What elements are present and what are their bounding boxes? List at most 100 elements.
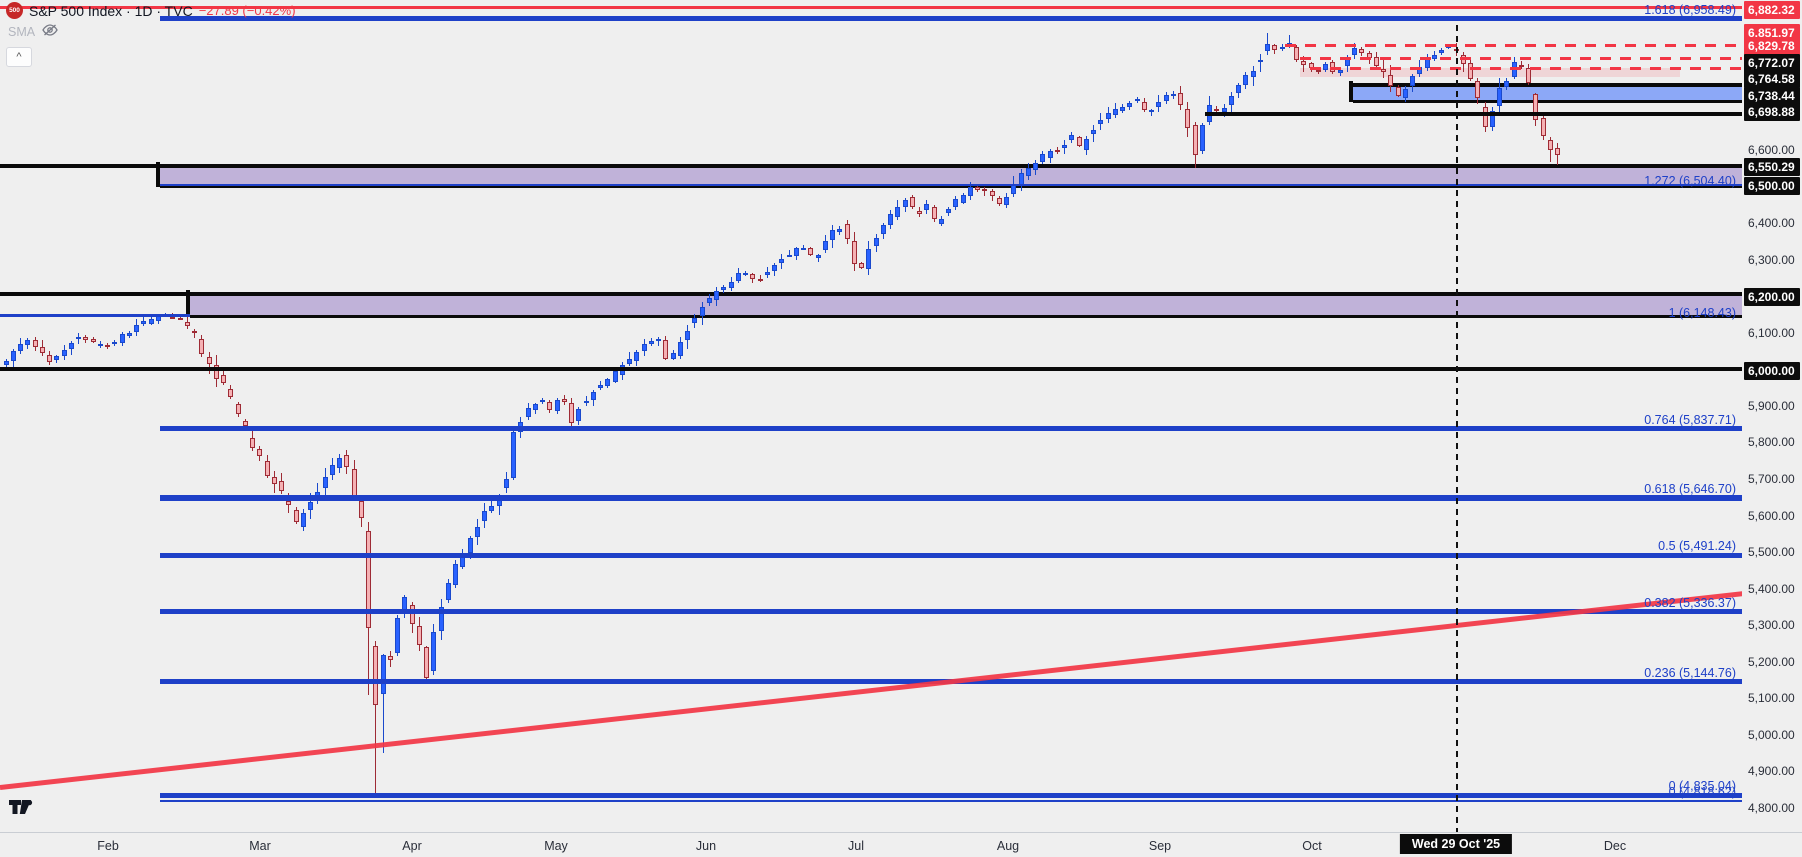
candle bbox=[1112, 103, 1118, 118]
candle bbox=[1047, 148, 1053, 164]
candle-body bbox=[1439, 50, 1444, 54]
candle-body bbox=[728, 282, 734, 288]
price-tick: 5,300.00 bbox=[1748, 618, 1795, 633]
candle bbox=[1149, 108, 1154, 116]
candle-body bbox=[199, 339, 205, 355]
candle-body bbox=[344, 454, 350, 468]
fib-label: 1.272 (6,504.40) bbox=[1644, 173, 1736, 188]
candle-body bbox=[1011, 184, 1017, 195]
candle bbox=[409, 601, 415, 634]
fib-line-0.764[interactable] bbox=[160, 426, 1742, 432]
candle-body bbox=[1062, 144, 1067, 148]
trendline-red[interactable] bbox=[0, 591, 1742, 791]
candle bbox=[474, 519, 480, 545]
candle bbox=[300, 508, 306, 532]
horizontal-line[interactable] bbox=[1205, 111, 1742, 116]
zone-left-tick bbox=[186, 290, 190, 318]
candle-wick bbox=[803, 244, 804, 250]
chart-plot-area[interactable]: 1.618 (6,958.49) 1.272 (6,504.40) 1 (6,148… bbox=[0, 0, 1742, 832]
symbol-title[interactable]: S&P 500 Index · 1D · TVC bbox=[29, 2, 193, 19]
candle-body bbox=[300, 513, 306, 527]
candle-body bbox=[830, 230, 835, 241]
fib-line-0.5[interactable] bbox=[160, 552, 1742, 558]
candle-body bbox=[931, 206, 937, 220]
candle bbox=[90, 337, 96, 344]
candle-body bbox=[569, 402, 574, 423]
candle bbox=[221, 369, 226, 385]
candle bbox=[1062, 139, 1067, 154]
candle-body bbox=[895, 207, 901, 218]
candle bbox=[721, 285, 727, 294]
horizontal-line[interactable] bbox=[0, 367, 1742, 372]
candle-body bbox=[511, 432, 516, 479]
fib-line-1.272[interactable] bbox=[160, 183, 1742, 186]
fib-line-0[interactable] bbox=[160, 800, 1742, 803]
candle-body bbox=[648, 341, 654, 344]
candle bbox=[706, 293, 712, 306]
candle bbox=[54, 354, 60, 363]
candle-body bbox=[982, 188, 988, 192]
candle-wick bbox=[1288, 34, 1290, 49]
price-axis[interactable]: 6,600.00 6,400.00 6,300.00 6,100.00 5,900.00… bbox=[1742, 0, 1802, 832]
candle-wick bbox=[382, 653, 384, 754]
tradingview-logo-icon[interactable] bbox=[9, 800, 37, 825]
candle bbox=[569, 397, 574, 428]
candle bbox=[32, 336, 38, 352]
candle bbox=[126, 330, 132, 338]
candle bbox=[387, 650, 393, 668]
candle bbox=[1257, 54, 1263, 72]
candle-body bbox=[1047, 151, 1053, 158]
horizontal-line[interactable] bbox=[0, 5, 1742, 9]
sma-indicator-label[interactable]: SMA bbox=[8, 25, 36, 39]
sp500-logo-icon: 500 bbox=[6, 2, 23, 19]
candle-body bbox=[583, 401, 589, 404]
candle bbox=[1076, 135, 1082, 148]
candle-wick bbox=[984, 187, 986, 197]
candle-wick bbox=[143, 316, 145, 326]
time-axis[interactable]: Feb Mar Apr May Jun Jul Aug Sep Oct Dec Wed 29 Oct… bbox=[0, 832, 1802, 857]
candle bbox=[895, 200, 901, 221]
fib-line-1[interactable] bbox=[0, 313, 190, 317]
red-dashed-line[interactable] bbox=[1285, 43, 1742, 47]
candle bbox=[1069, 131, 1075, 143]
candle-body bbox=[764, 271, 770, 275]
red-dashed-line[interactable] bbox=[1310, 66, 1742, 70]
price-tag-black: 6,772.07 bbox=[1744, 54, 1800, 72]
candle bbox=[547, 399, 553, 413]
candle bbox=[47, 350, 52, 366]
eye-hidden-icon[interactable] bbox=[42, 23, 58, 41]
red-dashed-line[interactable] bbox=[1300, 57, 1742, 61]
candle bbox=[757, 275, 763, 283]
collapse-legend-button[interactable]: ^ bbox=[6, 47, 32, 67]
candle-body bbox=[779, 259, 785, 263]
candle-body bbox=[206, 356, 212, 365]
candle-wick bbox=[1259, 54, 1261, 72]
candle bbox=[402, 594, 408, 619]
candle-body bbox=[1040, 154, 1046, 162]
candle-body bbox=[1279, 46, 1285, 50]
candle bbox=[1214, 106, 1220, 113]
candle-wick bbox=[1267, 33, 1268, 55]
candle bbox=[1127, 100, 1133, 111]
zone-supply-6200-6148 bbox=[190, 296, 1742, 316]
candle bbox=[76, 332, 81, 344]
candle bbox=[329, 457, 335, 481]
fib-line-0.382[interactable] bbox=[160, 609, 1742, 615]
fib-line-0.618[interactable] bbox=[160, 495, 1742, 502]
candle-body bbox=[967, 187, 973, 197]
candle bbox=[184, 314, 190, 330]
price-tag-black: 6,698.88 bbox=[1744, 103, 1800, 121]
price-tick: 6,100.00 bbox=[1748, 325, 1795, 340]
candle bbox=[503, 471, 509, 494]
candle bbox=[1315, 67, 1321, 74]
zone-top-border bbox=[0, 292, 1742, 297]
candle-body bbox=[1228, 96, 1234, 106]
fib-line-1.618[interactable] bbox=[160, 16, 1742, 22]
candle-body bbox=[1105, 113, 1111, 120]
candle bbox=[1388, 65, 1394, 93]
candle bbox=[612, 369, 618, 384]
zone-pink-target-band bbox=[1300, 67, 1680, 77]
candle bbox=[873, 233, 879, 252]
fib-line-0[interactable] bbox=[160, 792, 1742, 798]
candle-body bbox=[105, 344, 110, 347]
